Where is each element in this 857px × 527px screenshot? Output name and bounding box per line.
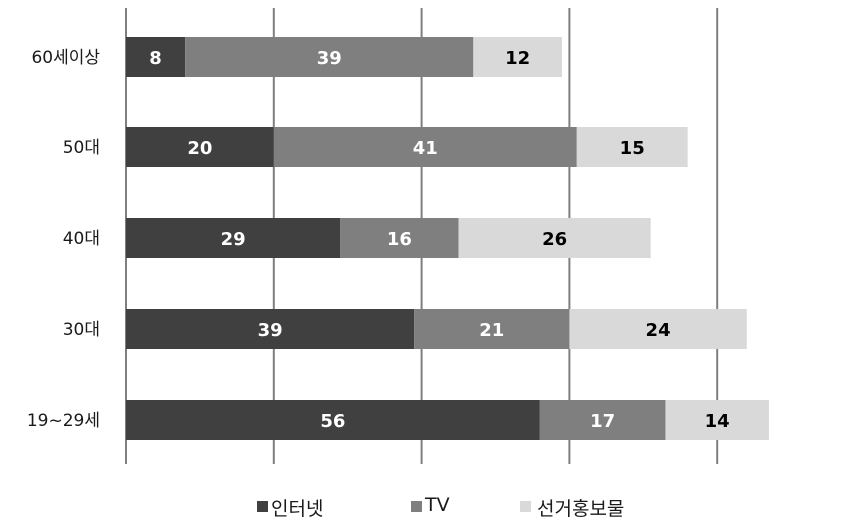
category-label: 40대 bbox=[63, 229, 100, 249]
bar-value-label: 24 bbox=[646, 320, 671, 341]
legend-swatch bbox=[520, 501, 531, 512]
labels-layer: 60세이상 8 39 12 50대 20 41 15 40대 29 16 26 30대 39 21 24 19~… bbox=[27, 48, 730, 432]
bar-value-label: 39 bbox=[258, 320, 283, 341]
legend-label: 선거홍보물 bbox=[537, 498, 624, 520]
category-label: 50대 bbox=[63, 138, 100, 158]
bar-segment bbox=[126, 309, 415, 349]
legend-swatch bbox=[257, 501, 268, 512]
bar-segment bbox=[576, 127, 688, 167]
bar-segment bbox=[126, 127, 274, 167]
category-label: 30대 bbox=[63, 320, 100, 340]
bar-value-label: 15 bbox=[620, 138, 645, 159]
bar-value-label: 16 bbox=[387, 229, 412, 250]
bar-segment bbox=[340, 218, 459, 258]
category-label: 19~29세 bbox=[27, 411, 100, 431]
bar-segment bbox=[539, 400, 666, 440]
bar-segment bbox=[473, 37, 563, 77]
bar-value-label: 41 bbox=[413, 138, 438, 159]
legend-swatch bbox=[411, 501, 422, 512]
bar-value-label: 12 bbox=[505, 48, 530, 69]
legend-label: 인터넷 bbox=[271, 498, 323, 520]
bar-segment bbox=[414, 309, 570, 349]
bar-segment bbox=[126, 37, 186, 77]
bar-value-label: 20 bbox=[187, 138, 212, 159]
bar-segment bbox=[185, 37, 474, 77]
bar-value-label: 29 bbox=[221, 229, 246, 250]
bar-value-label: 56 bbox=[320, 411, 345, 432]
bar-value-label: 17 bbox=[590, 411, 615, 432]
bar-segment bbox=[458, 218, 651, 258]
bar-segment bbox=[126, 400, 540, 440]
bar-value-label: 14 bbox=[705, 411, 730, 432]
bars-layer bbox=[126, 37, 769, 440]
bar-value-label: 8 bbox=[149, 48, 162, 69]
category-label: 60세이상 bbox=[31, 48, 100, 68]
legend-label: TV bbox=[424, 494, 450, 516]
bar-value-label: 26 bbox=[542, 229, 567, 250]
bar-segment bbox=[126, 218, 341, 258]
bar-segment bbox=[665, 400, 769, 440]
legend: 인터넷 TV 선거홍보물 bbox=[257, 494, 624, 520]
bar-value-label: 21 bbox=[479, 320, 504, 341]
bar-value-label: 39 bbox=[317, 48, 342, 69]
bar-segment bbox=[273, 127, 577, 167]
bar-segment bbox=[569, 309, 747, 349]
